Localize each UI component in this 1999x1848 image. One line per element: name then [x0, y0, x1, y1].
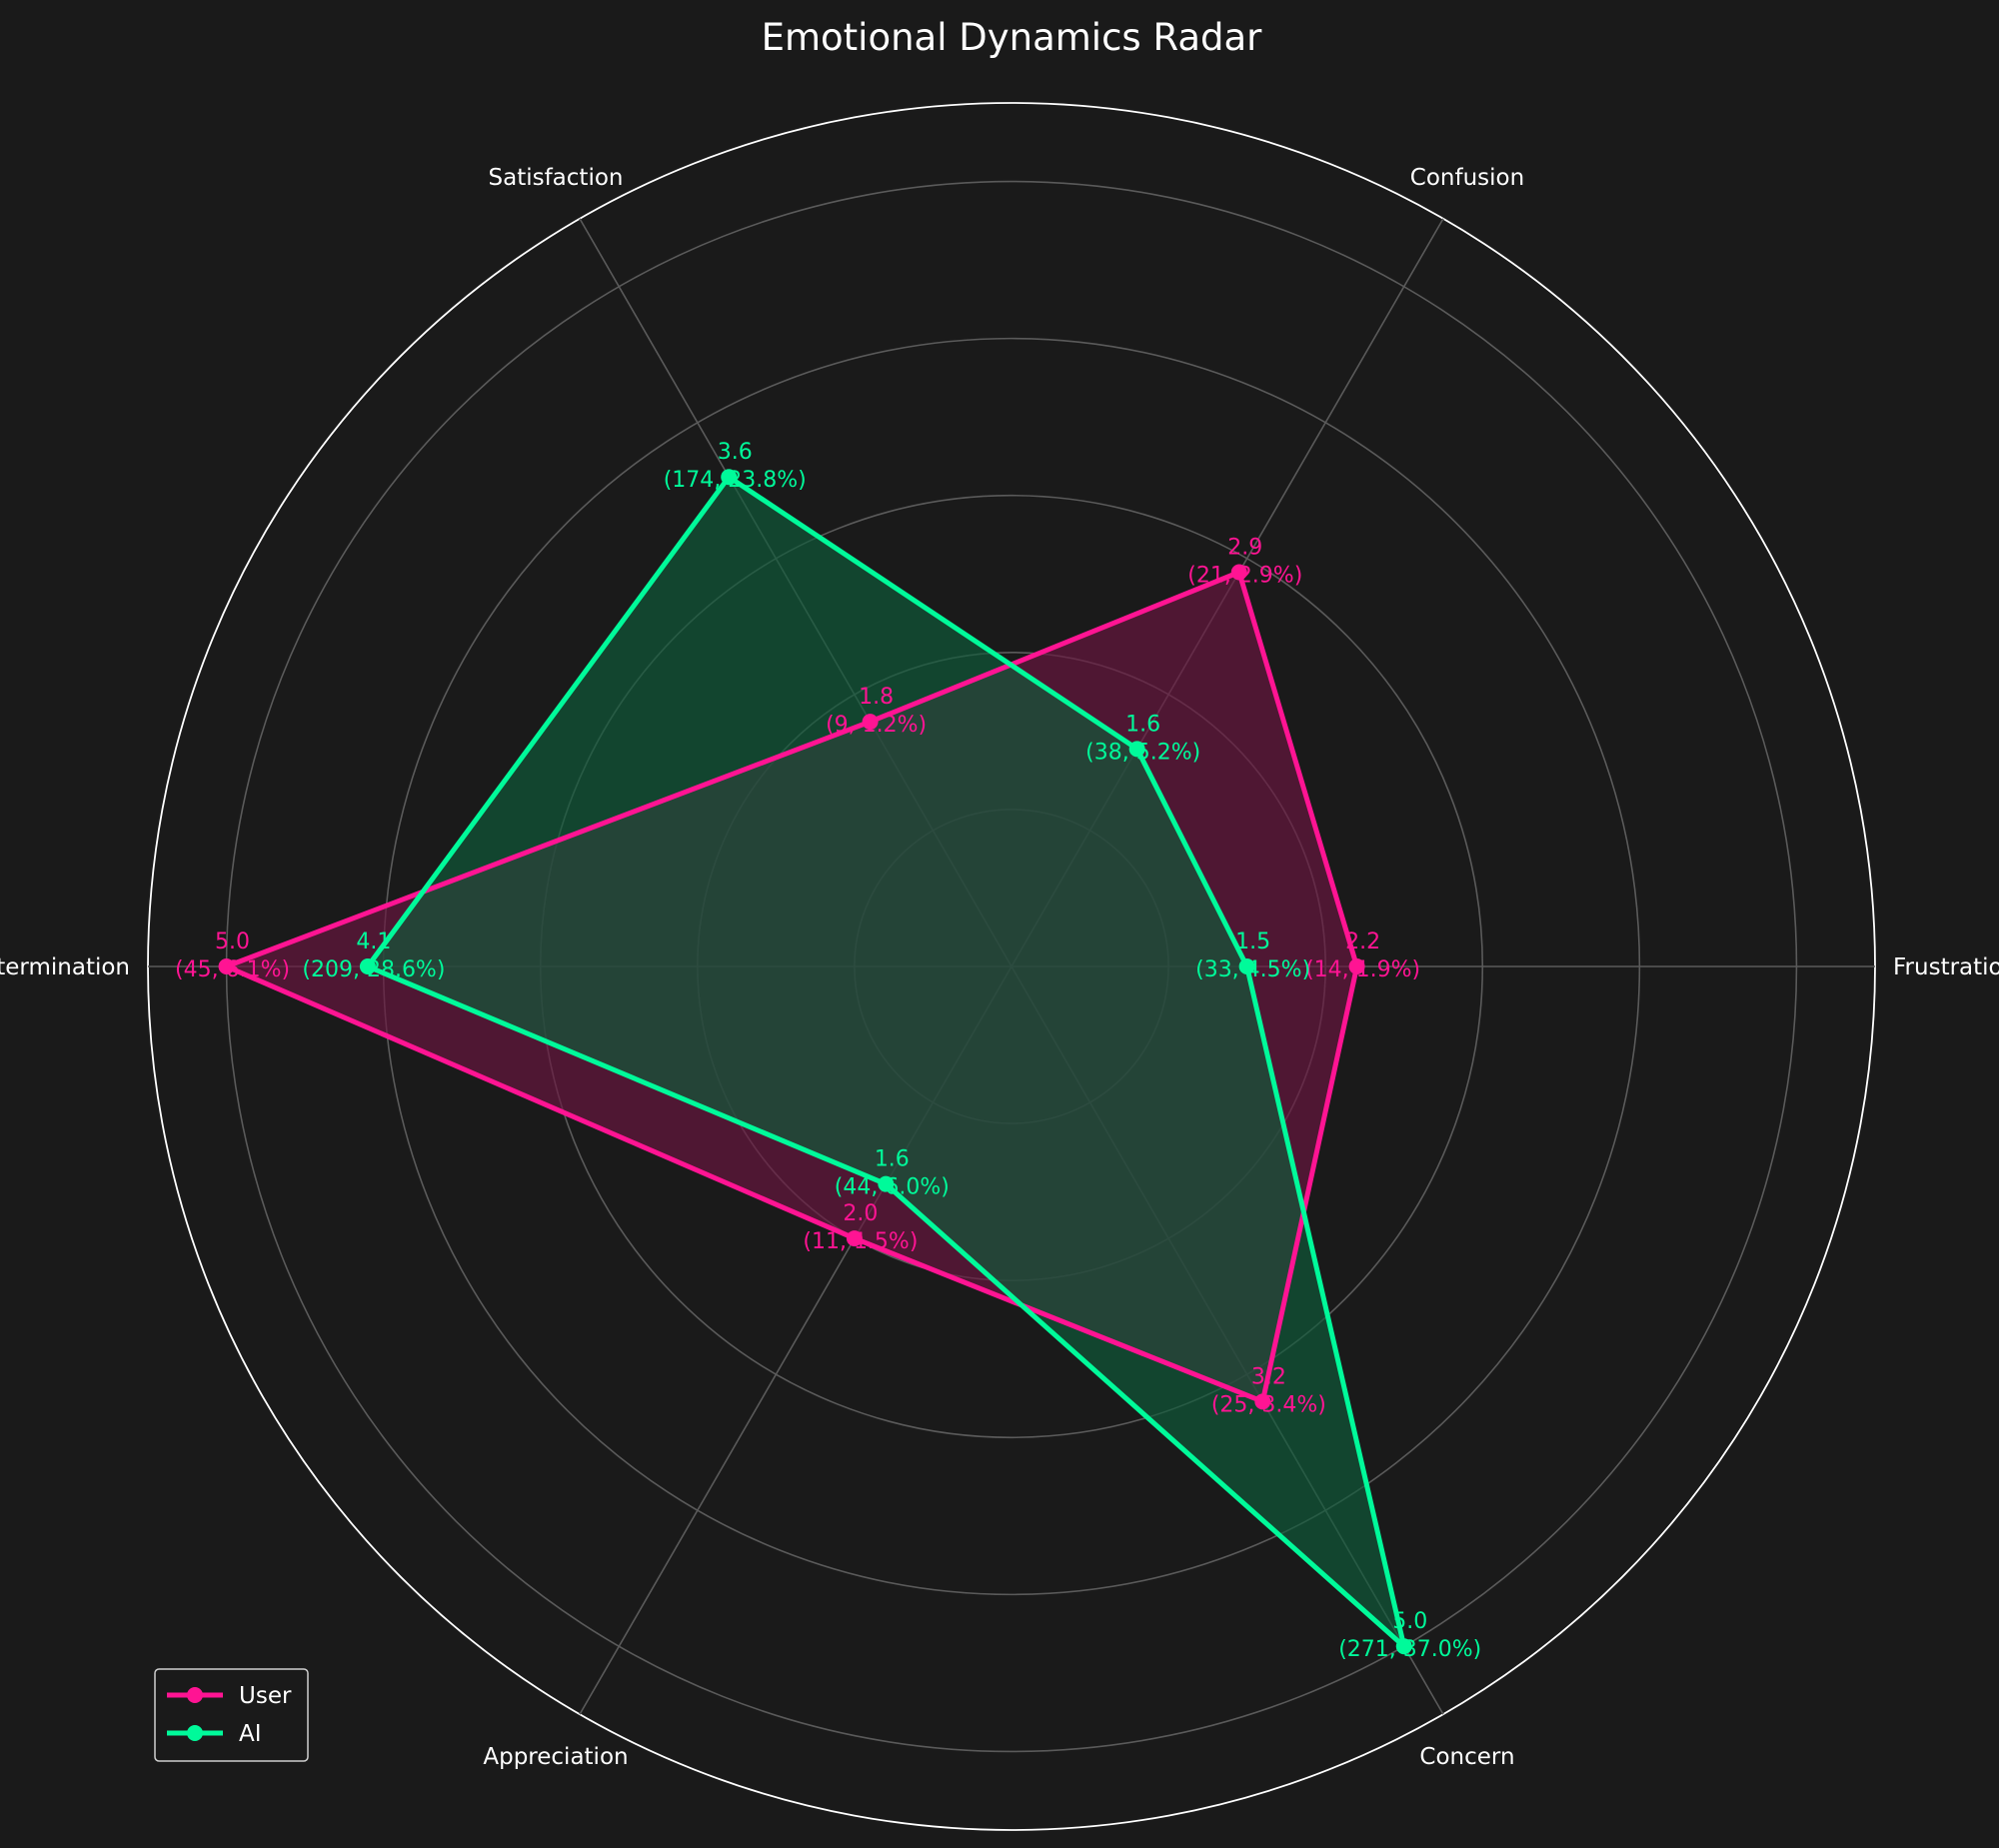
value-user-concern: 3.2	[1251, 1364, 1286, 1389]
value-ai-frustration: 1.5	[1235, 929, 1270, 954]
axis-label-concern: Concern	[1419, 1744, 1514, 1770]
axis-label-frustration: Frustration	[1893, 954, 1999, 980]
value-ai-concern: 5.0	[1392, 1609, 1427, 1634]
point-user-concern	[1254, 1393, 1271, 1410]
axis-label-satisfaction: Satisfaction	[489, 165, 624, 191]
series-points	[218, 469, 1412, 1655]
count-ai-frustration: (33, 4.5%)	[1195, 957, 1310, 982]
value-labels: 2.2 (14, 1.9%) 2.9 (21, 2.9%) 1.8 (9, 1.2%) 5.…	[175, 440, 1481, 1662]
point-user-confusion	[1230, 564, 1247, 581]
value-user-satisfaction: 1.8	[859, 685, 894, 710]
legend-marker-ai	[187, 1725, 203, 1741]
point-ai-confusion	[1128, 741, 1145, 758]
legend-label-user: User	[239, 1683, 292, 1709]
point-user-appreciation	[846, 1230, 863, 1247]
count-user-satisfaction: (9, 1.2%)	[826, 713, 927, 738]
point-ai-satisfaction	[721, 469, 738, 486]
point-ai-frustration	[1238, 958, 1255, 974]
count-user-confusion: (21, 2.9%)	[1187, 563, 1302, 588]
chart-title: Emotional Dynamics Radar	[762, 16, 1263, 59]
axis-label-confusion: Confusion	[1410, 165, 1524, 191]
value-user-confusion: 2.9	[1227, 535, 1262, 560]
count-user-frustration: (14, 1.9%)	[1305, 957, 1420, 982]
point-user-determination	[218, 958, 235, 974]
point-ai-determination	[359, 958, 376, 974]
axis-label-appreciation: Appreciation	[483, 1744, 628, 1770]
point-ai-appreciation	[878, 1175, 895, 1192]
value-ai-appreciation: 1.6	[875, 1147, 910, 1172]
count-user-determination: (45, 6.1%)	[175, 957, 290, 982]
count-user-concern: (25, 3.4%)	[1211, 1392, 1326, 1417]
axis-label-determination: Determination	[0, 954, 130, 980]
point-ai-concern	[1395, 1638, 1412, 1655]
count-user-appreciation: (11, 1.5%)	[803, 1229, 918, 1254]
count-ai-appreciation: (44, 6.0%)	[835, 1175, 950, 1200]
value-ai-satisfaction: 3.6	[718, 440, 753, 465]
value-user-frustration: 2.2	[1345, 929, 1380, 954]
value-user-determination: 5.0	[215, 929, 250, 954]
count-ai-concern: (271, 37.0%)	[1338, 1637, 1481, 1662]
axis-labels: Frustration Confusion Satisfaction Determin…	[0, 165, 1999, 1770]
value-ai-confusion: 1.6	[1125, 712, 1160, 737]
legend: User AI	[154, 1668, 309, 1762]
point-user-frustration	[1348, 958, 1365, 974]
value-user-appreciation: 2.0	[843, 1201, 878, 1226]
value-ai-determination: 4.1	[356, 929, 391, 954]
legend-marker-user	[187, 1687, 203, 1703]
point-user-satisfaction	[862, 714, 879, 731]
count-ai-determination: (209, 28.6%)	[302, 957, 445, 982]
legend-label-ai: AI	[239, 1721, 262, 1747]
count-ai-confusion: (38, 5.2%)	[1085, 740, 1200, 765]
count-ai-satisfaction: (174, 23.8%)	[664, 468, 807, 493]
